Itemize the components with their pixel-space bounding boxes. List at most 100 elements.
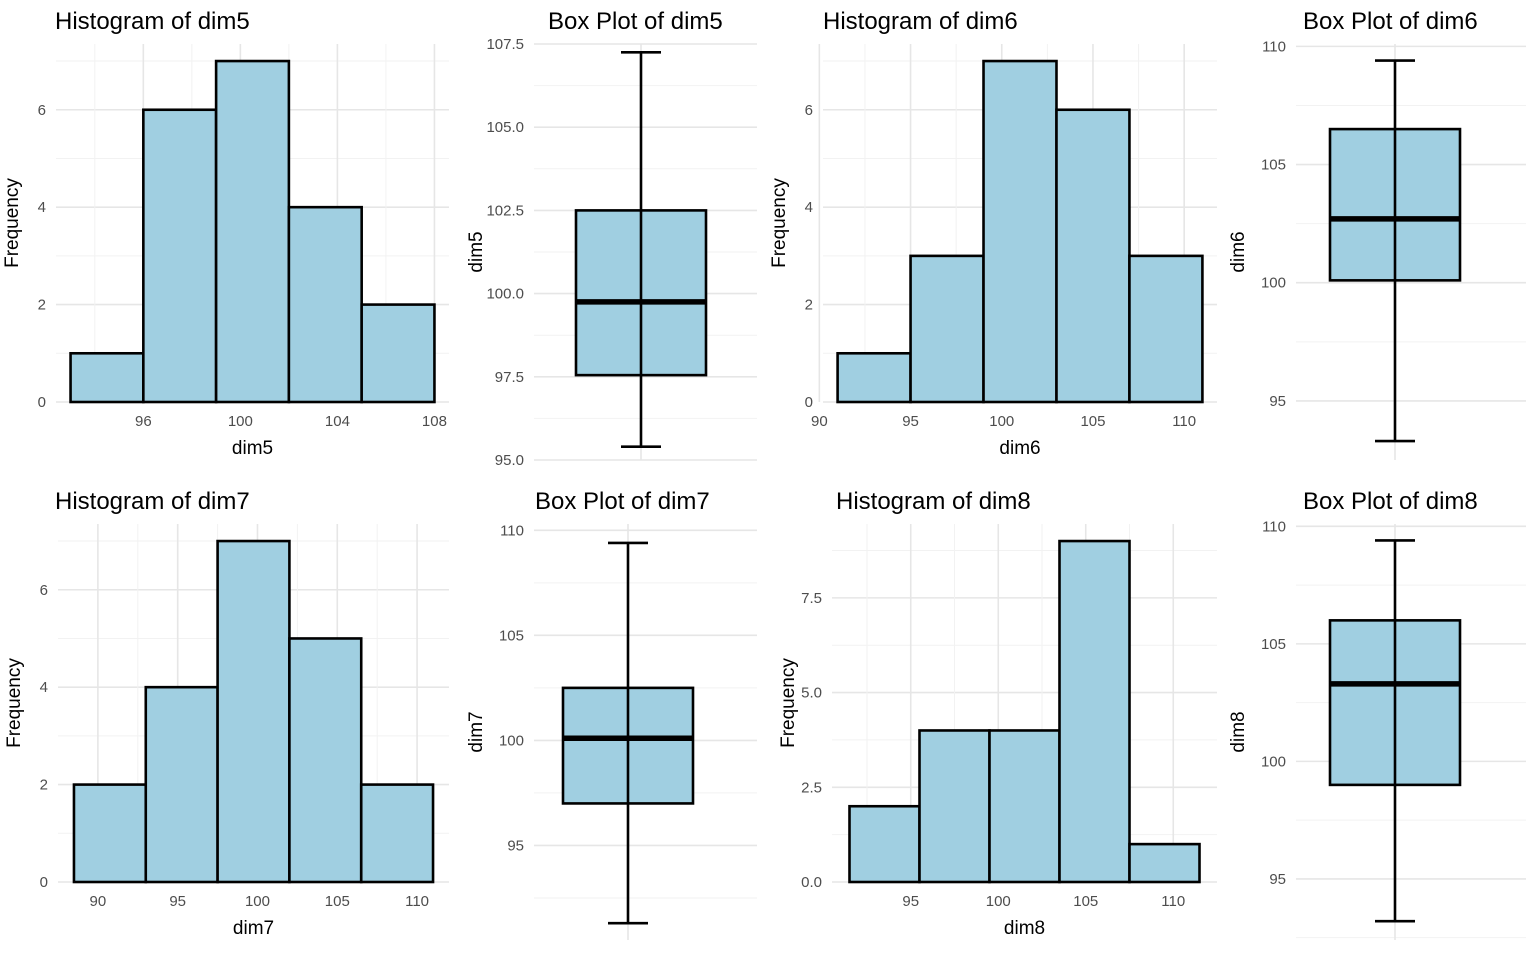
histogram-bar <box>909 254 985 404</box>
x-axis-title: dim6 <box>999 438 1040 459</box>
y-axis-title: Frequency <box>4 658 25 748</box>
boxplot-panel-4: Box Plot of dim6 95 100 105 110 dim6 <box>1228 8 1526 460</box>
y-axis-title: Frequency <box>778 658 799 748</box>
x-tick-label: 108 <box>422 413 447 430</box>
y-tick-label: 107.5 <box>486 36 524 53</box>
y-tick-label: 7.5 <box>801 590 822 607</box>
histogram-panel-1: Histogram of dim5 0 2 4 6 Frequency 96 100 104 10… <box>2 8 449 459</box>
y-tick-label: 105 <box>1261 636 1286 653</box>
histogram-panel-3: Histogram of dim6 0 2 4 6 Frequency 90 95 100 105… <box>769 8 1217 459</box>
histogram-panel-7: Histogram of dim8 0.0 2.5 5.0 7.5 Frequency 95… <box>778 488 1217 939</box>
y-tick-label: 105 <box>499 627 524 644</box>
chart-title: Histogram of dim6 <box>823 8 1018 35</box>
histogram-bar <box>69 351 145 404</box>
y-tick-label: 100 <box>1261 275 1286 292</box>
y-tick-label: 2 <box>40 777 48 794</box>
x-tick-label: 104 <box>325 413 350 430</box>
histogram-bar <box>848 804 921 884</box>
x-tick-label: 100 <box>989 413 1014 430</box>
x-tick-label: 100 <box>228 413 253 430</box>
x-axis-title: dim7 <box>233 918 274 939</box>
x-tick-label: 105 <box>1080 413 1105 430</box>
x-axis-title: dim5 <box>232 438 273 459</box>
x-tick-label: 100 <box>245 893 270 910</box>
x-axis-title: dim8 <box>1004 918 1045 939</box>
y-axis-title: dim7 <box>466 711 487 752</box>
y-tick-label: 105.0 <box>486 119 524 136</box>
histogram-bar <box>988 729 1061 884</box>
y-axis-title: dim6 <box>1228 231 1249 272</box>
y-tick-label: 0 <box>40 874 48 891</box>
histogram-bar <box>918 729 991 884</box>
y-tick-label: 100 <box>1261 753 1286 770</box>
y-axis-title: Frequency <box>769 178 790 268</box>
chart-title: Histogram of dim7 <box>55 488 250 515</box>
boxplot-panel-2: Box Plot of dim5 95.0 97.5 100.0 102.5 105.0 1… <box>466 8 757 469</box>
histogram-bar <box>288 637 363 884</box>
y-axis-title: dim8 <box>1228 711 1249 752</box>
histogram-bar <box>216 539 291 884</box>
y-tick-label: 100.0 <box>486 286 524 303</box>
histogram-bar <box>1058 539 1131 884</box>
y-tick-label: 105 <box>1261 157 1286 174</box>
y-tick-label: 5.0 <box>801 685 822 702</box>
y-tick-label: 95.0 <box>495 452 524 469</box>
chart-title: Box Plot of dim8 <box>1303 488 1478 515</box>
y-tick-label: 110 <box>1262 518 1286 535</box>
y-tick-label: 0 <box>805 394 813 411</box>
histogram-panel-5: Histogram of dim7 0 2 4 6 Frequency 90 95 100 105… <box>4 488 449 939</box>
histogram-bar <box>142 108 218 404</box>
x-tick-label: 105 <box>1073 893 1098 910</box>
histogram-bar <box>214 59 291 404</box>
histogram-bar <box>72 783 148 884</box>
x-tick-label: 95 <box>902 893 919 910</box>
boxplot-panel-8: Box Plot of dim8 95 100 105 110 dim8 <box>1228 488 1526 940</box>
y-tick-label: 97.5 <box>495 369 524 386</box>
x-tick-label: 96 <box>135 413 152 430</box>
x-tick-label: 95 <box>169 893 186 910</box>
y-tick-label: 0 <box>38 394 46 411</box>
chart-title: Histogram of dim5 <box>55 8 250 35</box>
y-tick-label: 100 <box>499 732 524 749</box>
y-tick-label: 95 <box>1269 393 1286 410</box>
y-axis-title: Frequency <box>2 178 23 268</box>
x-tick-label: 100 <box>986 893 1011 910</box>
chart-title: Box Plot of dim6 <box>1303 8 1478 35</box>
y-tick-label: 4 <box>38 199 46 216</box>
y-tick-label: 6 <box>38 102 46 119</box>
y-tick-label: 110 <box>500 522 524 539</box>
chart-title: Box Plot of dim7 <box>535 488 710 515</box>
y-tick-label: 2 <box>805 297 813 314</box>
x-tick-label: 105 <box>325 893 350 910</box>
y-tick-label: 0.0 <box>801 874 822 891</box>
x-tick-label: 95 <box>902 413 919 430</box>
histogram-bar <box>360 303 436 404</box>
histogram-bar <box>287 205 363 404</box>
histogram-bar <box>144 685 219 884</box>
y-tick-label: 4 <box>805 199 813 216</box>
y-tick-label: 95 <box>507 837 524 854</box>
y-tick-label: 4 <box>40 679 48 696</box>
y-tick-label: 2.5 <box>801 779 822 796</box>
boxplot-panel-6: Box Plot of dim7 95 100 105 110 dim7 <box>466 488 757 940</box>
histogram-bar <box>982 59 1058 404</box>
x-tick-label: 90 <box>90 893 107 910</box>
histogram-bar <box>1055 108 1131 404</box>
chart-title: Histogram of dim8 <box>836 488 1031 515</box>
y-tick-label: 110 <box>1262 38 1286 55</box>
x-tick-label: 110 <box>1172 413 1196 430</box>
x-tick-label: 110 <box>405 893 429 910</box>
y-tick-label: 2 <box>38 297 46 314</box>
histogram-bar <box>359 783 435 884</box>
y-tick-label: 6 <box>40 582 48 599</box>
y-axis-title: dim5 <box>466 231 487 272</box>
histogram-bar <box>1128 842 1201 884</box>
chart-title: Box Plot of dim5 <box>548 8 723 35</box>
x-tick-label: 110 <box>1161 893 1185 910</box>
histogram-bar <box>1128 254 1204 404</box>
y-tick-label: 102.5 <box>486 202 524 219</box>
y-tick-label: 6 <box>805 102 813 119</box>
y-tick-label: 95 <box>1269 871 1286 888</box>
histogram-bar <box>836 351 912 404</box>
